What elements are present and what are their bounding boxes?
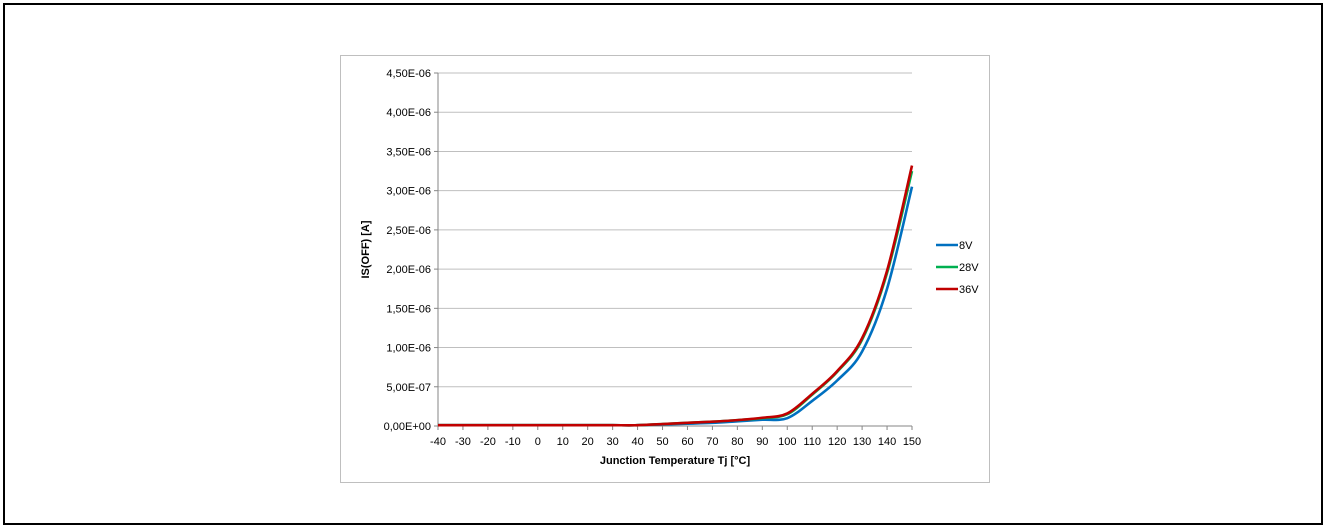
y-tick-label: 2,50E-06 — [386, 225, 431, 237]
y-tick-label: 3,50E-06 — [386, 146, 431, 158]
y-tick-label: 4,00E-06 — [386, 107, 431, 119]
y-tick-label: 2,00E-06 — [386, 264, 431, 276]
series-line-8V — [438, 186, 914, 427]
x-tick-label: 80 — [731, 436, 743, 448]
x-tick-label: 110 — [803, 436, 821, 448]
legend-label: 8V — [959, 240, 973, 252]
x-tick-label: -40 — [430, 436, 446, 448]
y-tick-label: 3,00E-06 — [386, 186, 431, 198]
x-tick-label: -30 — [455, 436, 471, 448]
y-axis-ticks: 0,00E+00 5,00E-07 1,00E-06 1,50E-06 2,00E-06… — [384, 68, 438, 433]
chart-area: 0,00E+00 5,00E-07 1,00E-06 1,50E-06 2,00E-06… — [340, 55, 990, 483]
x-tick-label: 0 — [535, 436, 541, 448]
y-tick-label: 1,50E-06 — [386, 303, 431, 315]
legend: 8V 28V 36V — [936, 240, 979, 296]
line-chart: 0,00E+00 5,00E-07 1,00E-06 1,50E-06 2,00E-06… — [360, 68, 979, 467]
x-axis-ticks: -40 -30 -20 -10 0 10 20 30 40 50 60 70 80 90 100 110 120… — [430, 426, 921, 448]
y-tick-label: 1,00E-06 — [386, 343, 431, 355]
legend-label: 28V — [959, 262, 979, 274]
y-axis-title: IS(OFF) [A] — [360, 220, 372, 278]
x-tick-label: 150 — [903, 436, 921, 448]
x-tick-label: 10 — [557, 436, 569, 448]
x-tick-label: -20 — [480, 436, 496, 448]
legend-label: 36V — [959, 284, 979, 296]
x-tick-label: 100 — [778, 436, 796, 448]
x-axis-title: Junction Temperature Tj [°C] — [600, 455, 751, 467]
x-tick-label: 130 — [853, 436, 871, 448]
x-tick-label: -10 — [505, 436, 521, 448]
x-tick-label: 60 — [681, 436, 693, 448]
gridlines — [438, 72, 912, 427]
plot-area — [437, 73, 912, 427]
x-tick-label: 140 — [878, 436, 896, 448]
x-tick-label: 70 — [706, 436, 718, 448]
x-tick-label: 90 — [756, 436, 768, 448]
series-lines — [438, 165, 914, 427]
x-tick-label: 120 — [828, 436, 846, 448]
y-tick-label: 4,50E-06 — [386, 68, 431, 80]
x-tick-label: 40 — [631, 436, 643, 448]
x-tick-label: 20 — [582, 436, 594, 448]
x-tick-label: 50 — [656, 436, 668, 448]
y-tick-label: 0,00E+00 — [384, 421, 431, 433]
y-tick-label: 5,00E-07 — [386, 382, 431, 394]
series-line-36V — [438, 165, 914, 427]
x-tick-label: 30 — [607, 436, 619, 448]
